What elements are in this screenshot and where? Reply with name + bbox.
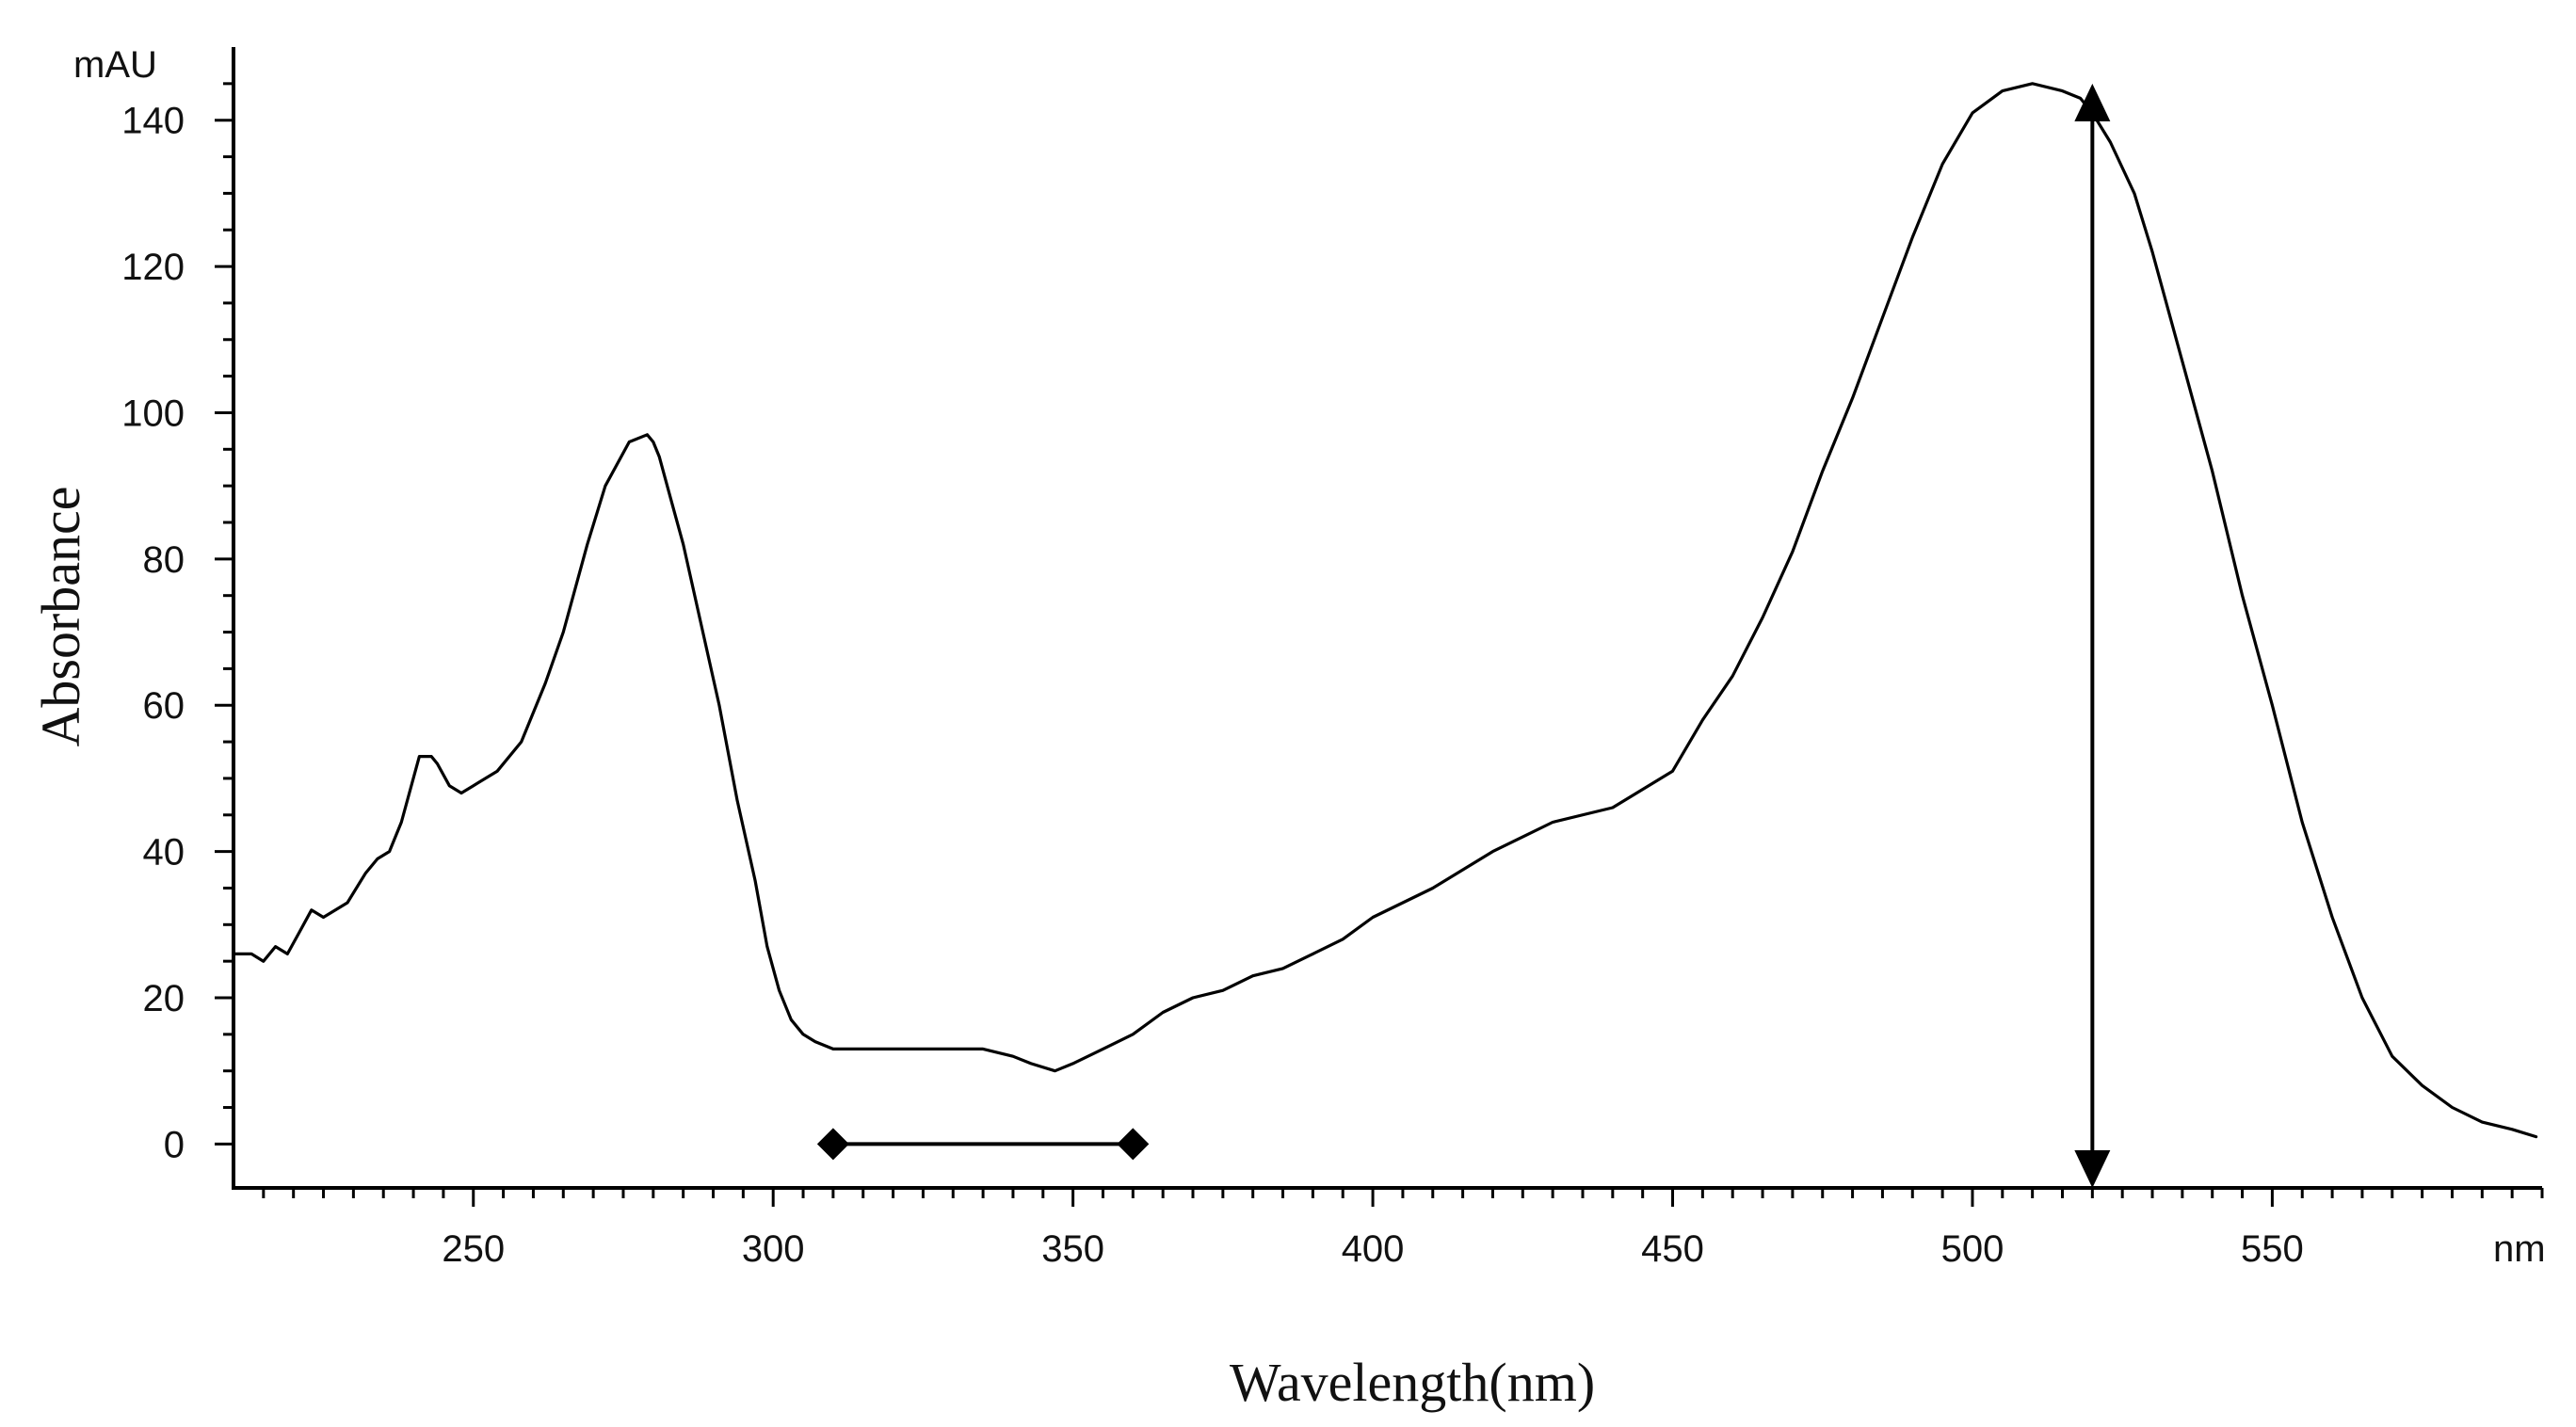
y-axis-ticks: 0 20 40 60 80 100 120 140 [121,82,233,1165]
y-unit-label: mAU [73,44,157,86]
y-tick-label: 100 [121,393,185,434]
arrow-head-up [2074,83,2111,121]
x-tick-label: 250 [442,1228,505,1270]
x-axis-ticks: 250 300 350 400 450 500 550 [262,1188,2544,1270]
x-tick-label: 300 [742,1228,805,1270]
diamond-marker [816,1128,849,1161]
peak-height-arrow [2074,83,2111,1188]
x-unit-label: nm [2493,1228,2546,1270]
annotation-layer [816,83,2111,1188]
x-tick-label: 500 [1941,1228,2004,1270]
y-tick-label: 120 [121,247,185,288]
x-tick-label: 350 [1041,1228,1104,1270]
y-tick-label: 80 [143,539,185,581]
x-axis-title: Wavelength(nm) [1230,1352,1595,1413]
y-tick-label: 40 [143,832,185,874]
diamond-marker [1117,1128,1150,1161]
y-axis-title: Absorbance [30,486,91,746]
x-tick-label: 400 [1342,1228,1405,1270]
axes [232,47,2542,1190]
spectrum-line [232,82,2538,1139]
y-tick-label: 60 [143,685,185,727]
x-tick-label: 550 [2241,1228,2304,1270]
y-tick-label: 20 [143,978,185,1019]
y-tick-label: 0 [164,1124,185,1165]
arrow-head-down [2074,1150,2111,1188]
series-layer [232,82,2538,1139]
y-tick-label: 140 [121,101,185,142]
range-bar-annotation [816,1128,1150,1161]
x-tick-label: 450 [1641,1228,1704,1270]
